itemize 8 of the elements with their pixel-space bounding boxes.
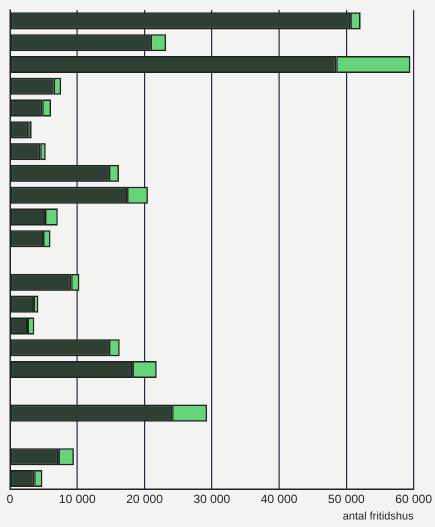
x-tick-label: 10 000 bbox=[58, 492, 96, 506]
x-tick-label: 30 000 bbox=[193, 492, 230, 506]
x-tick-label: 50 000 bbox=[328, 492, 366, 506]
x-tick-label: 60 000 bbox=[395, 492, 432, 506]
x-tick-label: 0 bbox=[6, 492, 14, 506]
x-axis-title: antal fritidshus bbox=[342, 510, 414, 522]
x-tick-label: 20 000 bbox=[126, 492, 164, 506]
x-tick-label: 40 000 bbox=[260, 492, 298, 506]
